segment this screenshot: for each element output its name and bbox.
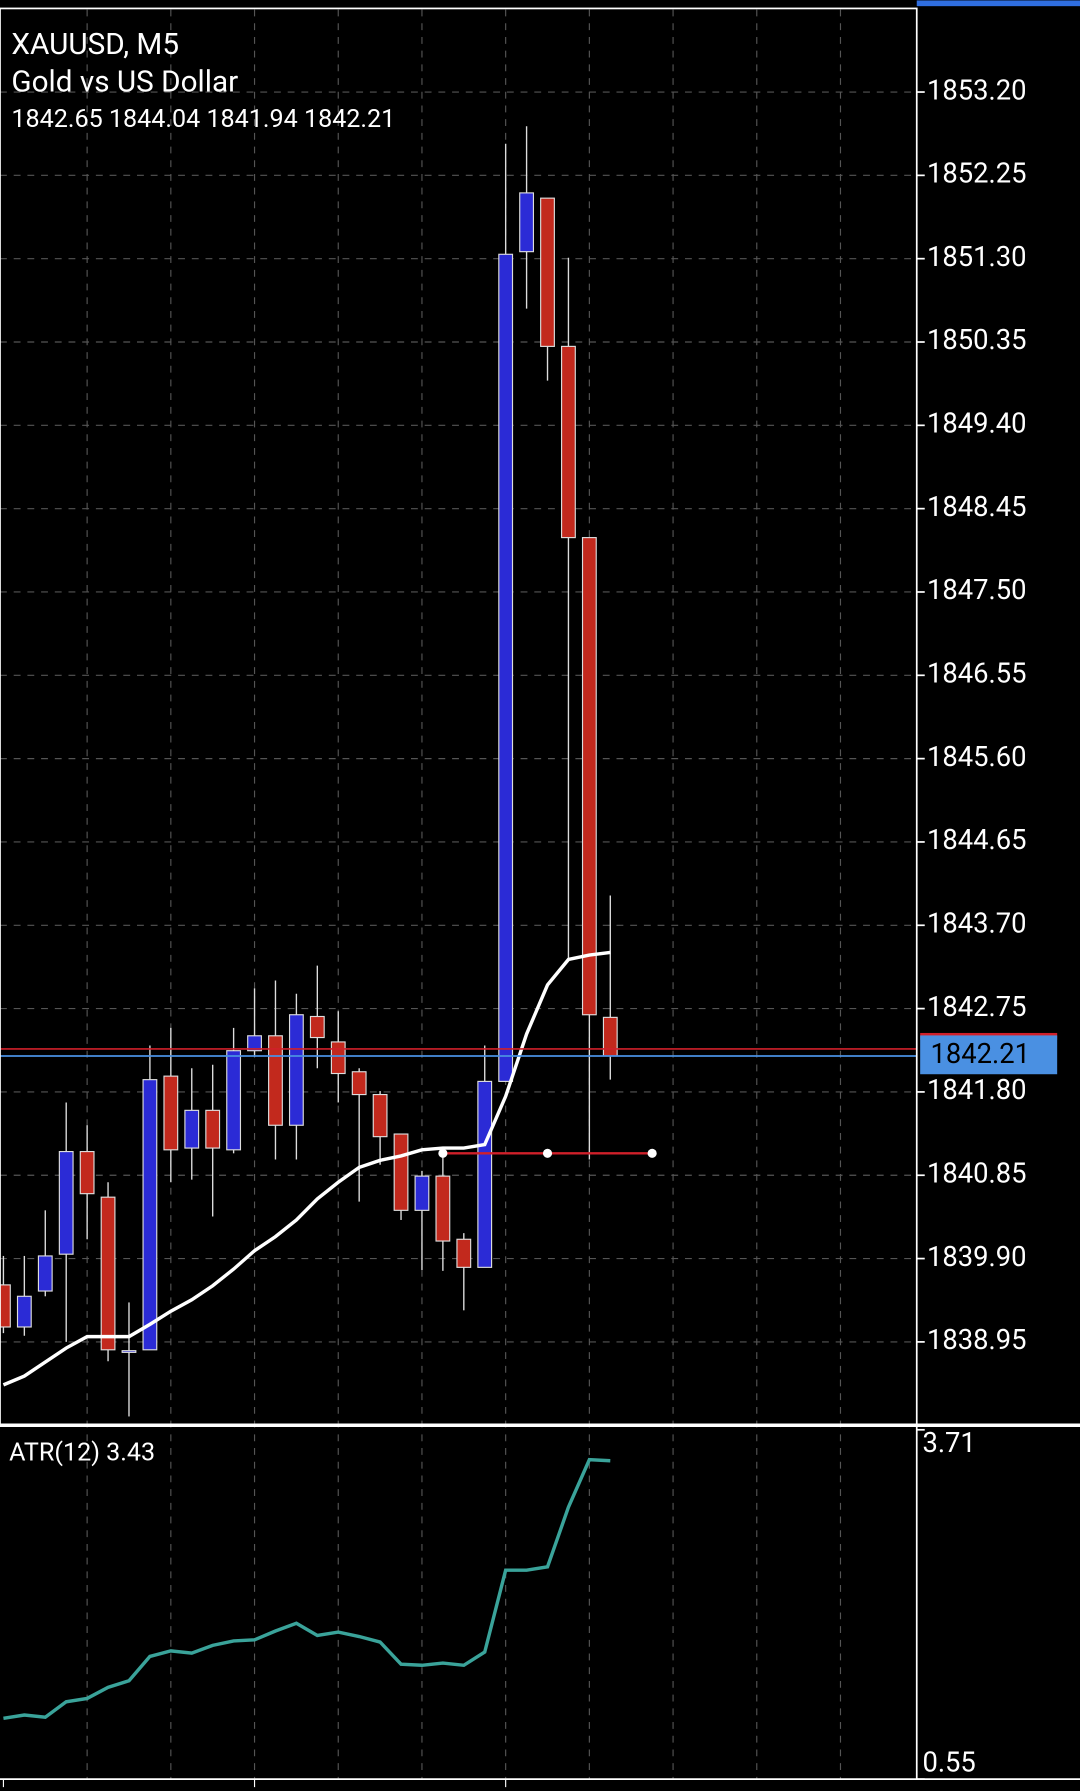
candle-body: [79, 1150, 95, 1195]
candle-body: [100, 1196, 116, 1351]
candle-body: [498, 253, 514, 1082]
moving-average: [2, 950, 611, 1387]
top-strip: [916, 0, 1080, 7]
object-point: [438, 1148, 448, 1158]
candle-body: [351, 1071, 367, 1096]
y-tick-label: 3.71: [922, 1427, 975, 1459]
candle-body: [37, 1255, 53, 1292]
candle-body: [268, 1035, 283, 1126]
x-tick-label: 25 Jan 15:45: [255, 1786, 413, 1791]
candle-body: [288, 1014, 304, 1126]
atr-title: ATR(12) 3.43: [9, 1438, 155, 1467]
candle-body: [372, 1093, 388, 1138]
candle-body: [414, 1175, 430, 1211]
candle-body: [477, 1080, 493, 1268]
candle-body: [205, 1109, 221, 1149]
candle-body: [58, 1150, 74, 1255]
x-tick-label: 25 Jan 14:45: [3, 1786, 161, 1791]
candle-body: [561, 345, 576, 539]
candle-body: [330, 1041, 346, 1075]
y-tick-label: 1848.45: [927, 491, 1027, 523]
candle-body: [602, 1016, 618, 1057]
candle-body: [456, 1238, 472, 1268]
y-tick-label: 1845.60: [927, 741, 1027, 773]
y-tick-label: 1853.20: [927, 74, 1027, 106]
y-tick-label: 1850.35: [927, 324, 1027, 356]
symbol-title: XAUUSD, M5: [11, 27, 179, 62]
ohlc-text: 1842.65 1844.04 1841.94 1842.21: [11, 105, 395, 134]
object-point: [647, 1148, 657, 1158]
candle-body: [142, 1079, 158, 1351]
symbol-subtitle: Gold vs US Dollar: [11, 65, 238, 100]
y-tick-label: 1847.50: [927, 574, 1027, 606]
y-tick-label: 1838.95: [927, 1324, 1027, 1356]
object-point: [542, 1148, 553, 1158]
candle-body: [247, 1035, 262, 1052]
y-tick-label: 1851.30: [927, 241, 1027, 273]
plot: [0, 126, 917, 1721]
x-tick-label: 25 Jan 16:45: [506, 1786, 664, 1791]
candle-body: [121, 1350, 137, 1353]
y-tick-label: 1852.25: [927, 158, 1027, 190]
y-tick-label: 1842.75: [927, 991, 1027, 1023]
y-tick-label: 1840.85: [927, 1157, 1027, 1189]
candle-body: [226, 1050, 242, 1151]
candle-body: [519, 192, 535, 253]
candle-body: [435, 1175, 451, 1242]
candle-body: [163, 1075, 179, 1151]
bid-label-box: [920, 1035, 1058, 1075]
candle-body: [581, 537, 597, 1016]
atr-line: [3, 1457, 611, 1721]
candle-body: [540, 197, 555, 347]
candle-body: [393, 1133, 409, 1211]
y-tick-label: 1841.80: [927, 1074, 1027, 1106]
y-tick-label: 1849.40: [927, 408, 1027, 440]
bid-label: 1842.21: [930, 1038, 1030, 1070]
candle-body: [0, 1284, 11, 1328]
y-tick-label: 1844.65: [927, 824, 1027, 856]
candle-body: [16, 1295, 32, 1328]
y-tick-label: 0.55: [922, 1747, 975, 1779]
y-tick-label: 1839.90: [927, 1241, 1027, 1273]
y-tick-label: 1846.55: [927, 658, 1027, 690]
y-tick-label: 1843.70: [927, 908, 1027, 940]
candle-body: [309, 1015, 325, 1039]
candle-body: [184, 1109, 200, 1149]
